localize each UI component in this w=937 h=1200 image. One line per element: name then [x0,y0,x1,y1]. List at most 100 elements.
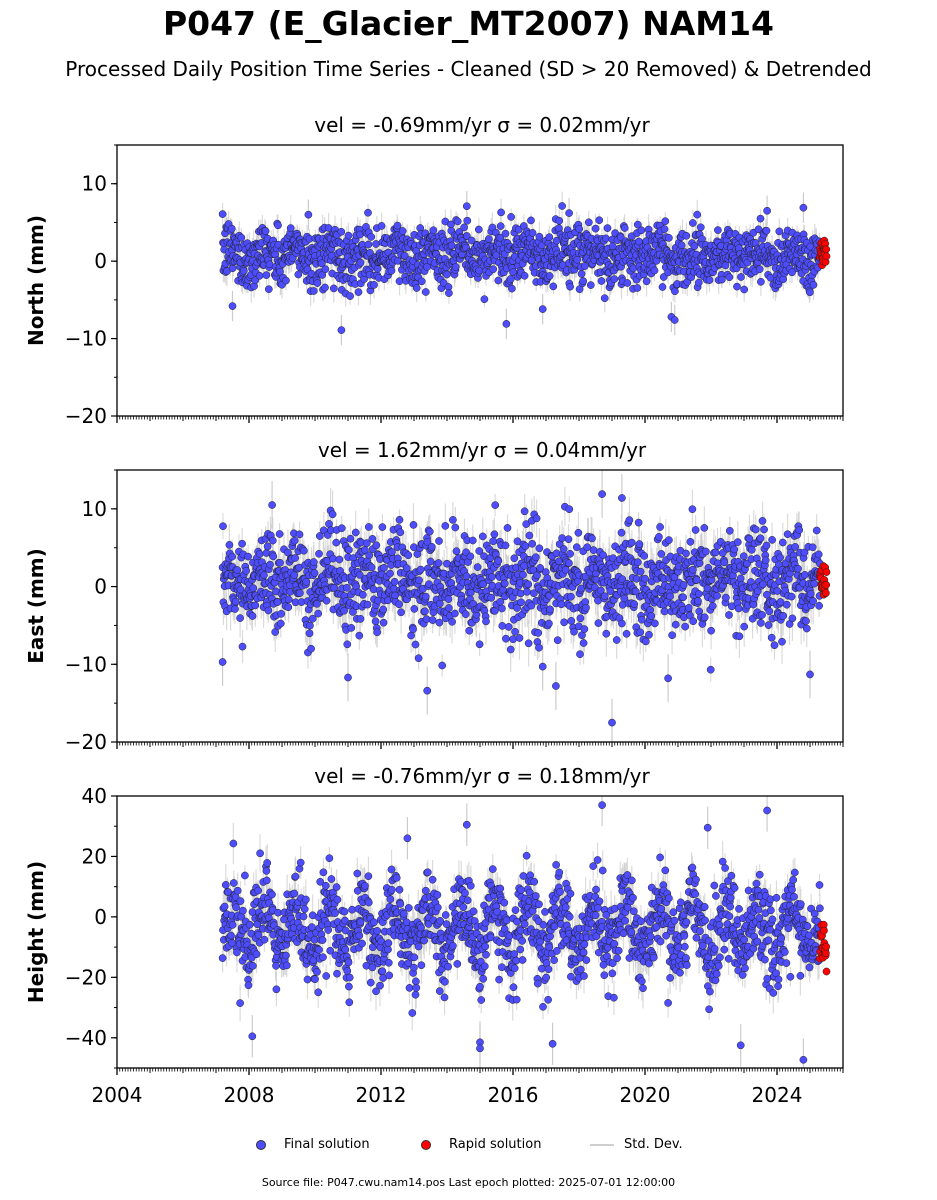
final-solution-point [228,302,237,310]
final-solution-point [610,275,619,283]
final-solution-point [489,265,498,274]
y-tick-label: 0 [94,249,107,273]
final-solution-point [255,271,264,280]
final-solution-point [806,288,814,297]
final-solution-point [502,320,511,328]
final-solution-point [545,272,554,280]
final-solution-point [603,224,612,232]
final-solution-point [600,294,609,303]
final-solution-point [591,224,600,233]
final-solution-point [255,550,264,558]
final-solution-point [508,284,516,293]
final-solution-point [463,216,472,225]
final-solution-point [497,208,505,217]
final-solution-point [228,552,237,561]
final-solution-point [565,209,573,217]
final-solution-point [740,285,749,294]
y-tick-label: 10 [82,172,107,196]
final-solution-point [694,278,703,287]
final-solution-point [623,279,632,287]
final-solution-point [321,283,329,292]
final-solution-point [443,270,451,279]
final-solution-point [266,560,274,569]
final-solution-point [294,270,303,279]
final-solution-point [251,601,260,610]
final-solution-point [633,220,642,229]
final-solution-point [231,605,239,613]
final-solution-point [394,256,402,265]
final-solution-point [737,273,745,281]
final-solution-point [620,224,629,232]
final-solution-point [337,227,346,236]
final-solution-point [775,227,784,236]
final-solution-point [566,282,574,291]
final-solution-point [616,233,625,242]
final-solution-point [658,283,667,291]
final-solution-point [412,284,421,292]
final-solution-point [696,223,705,232]
final-solution-point [286,224,295,232]
final-solution-point [484,235,493,243]
final-solution-point [231,597,240,606]
final-solution-point [555,224,563,233]
final-solution-point [227,224,236,233]
final-solution-point [602,234,610,243]
rapid-solution-points [816,236,831,270]
y-tick-label: −20 [65,404,107,428]
final-solution-point [538,305,547,313]
final-solution-point [317,259,326,268]
figure-title: P047 (E_Glacier_MT2007) NAM14 [162,4,775,43]
final-solution-point [238,539,246,548]
final-solution-point [474,225,483,234]
final-solution-point [304,210,313,219]
final-solution-point [249,584,258,593]
final-solution-point [671,287,679,296]
final-solution-point [228,264,237,273]
final-solution-point [575,225,584,233]
final-solution-point [690,242,699,251]
final-solution-point [417,277,426,286]
final-solution-point [580,262,589,270]
final-solution-point [260,571,268,580]
final-solution-point [660,225,669,233]
final-solution-point [549,282,558,291]
final-solution-point [309,287,318,295]
final-solution-point [492,251,501,259]
final-solution-point [705,276,714,284]
final-solution-point [555,216,564,225]
final-solution-point [714,226,722,234]
final-solution-point [586,281,595,289]
final-solution-point [665,234,673,242]
final-solution-point [462,202,471,211]
final-solution-point [670,316,679,324]
final-solution-point [248,612,257,620]
final-solution-point [373,264,382,273]
final-solution-point [733,282,741,291]
final-solution-point [421,288,430,296]
final-solution-point [496,233,505,242]
final-solution-point [364,240,373,249]
final-solution-point [239,266,248,275]
final-solution-point [520,271,529,280]
final-solution-point [693,210,702,219]
final-solution-point [453,217,462,226]
final-solution-point [545,233,554,242]
final-solution-point [346,292,354,300]
figure-subtitle: Processed Daily Position Time Series - C… [65,57,872,81]
final-solution-point [642,277,651,286]
final-solution-point [344,231,353,240]
final-solution-point [595,216,604,225]
final-solution-point [276,267,284,276]
final-solution-point [329,284,338,293]
final-solution-point [400,251,409,260]
final-solution-point [650,266,659,275]
panel-1: −20 −10 0 10 vel = -0.69mm/yr σ = 0.02mm/yr N… [24,113,844,428]
final-solution-point [725,273,734,282]
final-solution-point [762,226,771,235]
final-solution-point [480,295,489,304]
y-axis-label: North (mm) [24,215,48,346]
final-solution-point [637,226,646,235]
final-solution-point [337,326,346,334]
